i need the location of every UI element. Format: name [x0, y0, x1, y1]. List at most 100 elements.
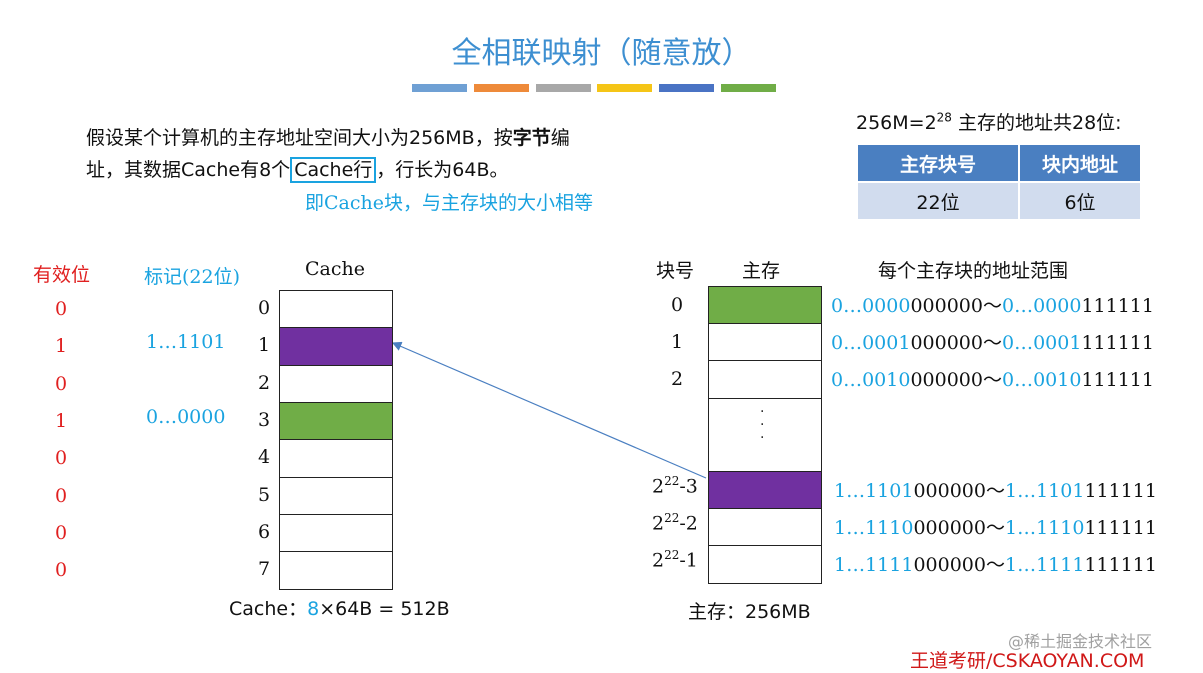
cache-footer-a: Cache： [229, 598, 308, 620]
valid-bit: 0 [54, 447, 68, 470]
memory-block-number: 2 [671, 368, 683, 390]
range-part: 111111 [1081, 332, 1154, 354]
block-number-base: 2 [652, 549, 665, 572]
cache-line [279, 476, 393, 516]
cache-line-index: 0 [257, 297, 271, 319]
title-stripe [536, 84, 591, 92]
block-address-range: 0…0001000000～0…0001111111 [831, 328, 1154, 355]
cache-block-note: 即Cache块，与主存块的大小相等 [305, 192, 593, 214]
valid-bit: 0 [54, 484, 68, 507]
range-part: 111111 [1084, 480, 1157, 502]
block-number-base: 2 [671, 368, 684, 390]
block-number-width: 22位 [856, 181, 1020, 221]
cache-line [279, 290, 393, 329]
cache-line-index: 7 [257, 558, 271, 581]
block-address-range: 1…1111000000～1…1111111111 [834, 550, 1157, 577]
title-stripe [659, 84, 714, 92]
range-part: 000000～ [910, 332, 1002, 354]
block-address-range: 0…0010000000～0…0010111111 [831, 365, 1154, 392]
cache-line [279, 551, 393, 590]
problem-statement: 假设某个计算机的主存地址空间大小为256MB，按字节编 址，其数据Cache有8… [86, 122, 570, 186]
range-part: 0…0001 [831, 332, 911, 354]
range-part: 111111 [1081, 295, 1154, 317]
range-part: 000000～ [913, 554, 1005, 576]
address-line-sup: 28 [936, 110, 952, 125]
cache-tag: 1…1101 [146, 331, 226, 354]
valid-bit: 0 [54, 298, 68, 320]
valid-bit: 1 [54, 409, 68, 432]
intro-line2-a: 址，其数据Cache有8个 [86, 159, 291, 181]
memory-block [708, 286, 822, 325]
cache-line-index: 2 [257, 371, 271, 394]
address-line-a: 256M=2 [856, 112, 937, 134]
block-number-offset: -1 [679, 549, 698, 572]
cache-footer-count: 8 [307, 598, 320, 620]
range-part: 1…1101 [1004, 480, 1085, 502]
mapping-arrow-line [391, 341, 707, 479]
range-part: 000000～ [910, 369, 1002, 391]
block-offset-header: 块内地址 [1018, 143, 1142, 183]
range-part: 111111 [1081, 369, 1154, 391]
address-width-line: 256M=228 主存的地址共28位: [856, 108, 1122, 135]
block-number-header: 主存块号 [856, 143, 1020, 183]
block-number-exponent: 22 [664, 511, 680, 525]
title-stripe [474, 84, 529, 92]
block-number-base: 2 [652, 475, 665, 498]
memory-block-number: 1 [671, 331, 683, 353]
intro-line1-a: 假设某个计算机的主存地址空间大小为256MB，按 [86, 127, 513, 149]
block-offset-width: 6位 [1018, 181, 1142, 221]
memory-block [708, 323, 822, 362]
main-memory-size-footer: 主存：256MB [688, 601, 811, 623]
tag-header: 标记(22位) [144, 266, 241, 288]
range-part: 0…0000 [1001, 295, 1082, 317]
page-title: 全相联映射（随意放） [451, 36, 752, 71]
cache-line [279, 364, 393, 404]
cache-line-index: 5 [257, 483, 271, 506]
ellipsis-dots: · · · [760, 404, 765, 446]
range-part: 000000～ [913, 480, 1005, 502]
range-part: 1…1101 [834, 480, 914, 502]
range-part: 111111 [1084, 554, 1157, 576]
range-part: 0…0010 [1001, 369, 1082, 391]
intro-line1-bold: 字节 [512, 127, 551, 149]
cache-size-footer: Cache：8×64B = 512B [229, 594, 450, 621]
range-part: 1…1111 [1004, 554, 1085, 576]
memory-block [708, 545, 822, 584]
valid-bit: 0 [54, 559, 68, 582]
cache-tag: 0…0000 [146, 405, 226, 428]
range-part: 0…0010 [831, 369, 911, 391]
memory-block-number: 222-1 [652, 548, 698, 571]
title-stripe [412, 84, 467, 92]
valid-bit: 1 [54, 335, 68, 358]
block-number-column-header: 块号 [656, 260, 695, 282]
cache-line-index: 4 [257, 446, 271, 469]
address-range-header: 每个主存块的地址范围 [878, 260, 1069, 282]
memory-block-number: 222-2 [652, 511, 698, 534]
memory-block [708, 471, 822, 510]
range-part: 000000～ [913, 517, 1005, 539]
cache-line-index: 1 [257, 334, 271, 357]
block-address-range: 0…0000000000～0…0000111111 [831, 291, 1154, 318]
cache-line-index: 6 [257, 520, 271, 543]
memory-block [708, 360, 822, 399]
range-part: 000000～ [910, 295, 1002, 317]
block-number-offset: -3 [679, 475, 698, 498]
range-part: 1…1110 [834, 517, 914, 539]
address-line-b: 主存的地址共28位: [951, 112, 1122, 134]
watermark: @稀土掘金技术社区 [1008, 632, 1153, 651]
range-part: 1…1111 [834, 554, 914, 576]
cache-line [279, 513, 393, 553]
block-number-exponent: 22 [664, 474, 680, 488]
cache-title: Cache [305, 258, 365, 280]
range-part: 111111 [1084, 517, 1157, 539]
range-part: 1…1110 [1004, 517, 1085, 539]
block-address-range: 1…1110000000～1…1110111111 [834, 513, 1157, 540]
main-memory-title: 主存 [742, 260, 781, 282]
range-part: 0…0001 [1001, 332, 1082, 354]
cache-footer-b: ×64B = 512B [319, 598, 450, 620]
valid-bit-header: 有效位 [33, 264, 91, 286]
memory-block-number: 0 [671, 294, 683, 316]
cache-line [279, 327, 393, 367]
memory-gap [708, 397, 822, 472]
